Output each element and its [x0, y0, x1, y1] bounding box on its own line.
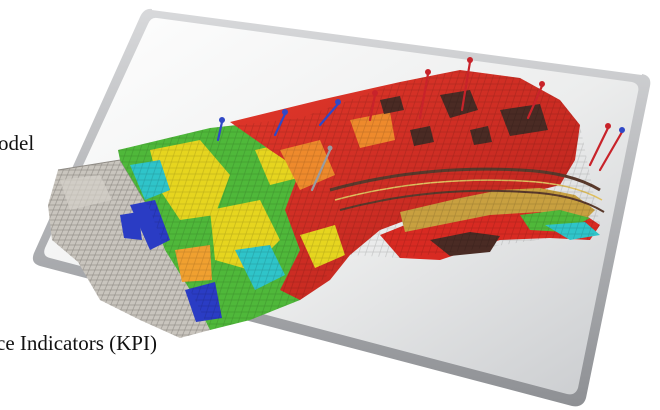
caption-kpi-fragment: ce Indicators (KPI)	[0, 331, 157, 355]
well-markers	[216, 57, 625, 192]
well-icon	[310, 145, 333, 192]
well-icon	[318, 99, 341, 127]
caption-model-fragment: odel	[0, 131, 35, 155]
well-icon	[526, 81, 545, 120]
well-icon	[588, 123, 611, 167]
well-icon	[273, 109, 288, 137]
well-icon	[216, 117, 225, 142]
well-icon	[460, 57, 473, 112]
well-icon	[418, 69, 431, 120]
well-icon	[368, 90, 378, 122]
reservoir-model-body	[118, 70, 605, 330]
well-icon	[598, 127, 625, 172]
